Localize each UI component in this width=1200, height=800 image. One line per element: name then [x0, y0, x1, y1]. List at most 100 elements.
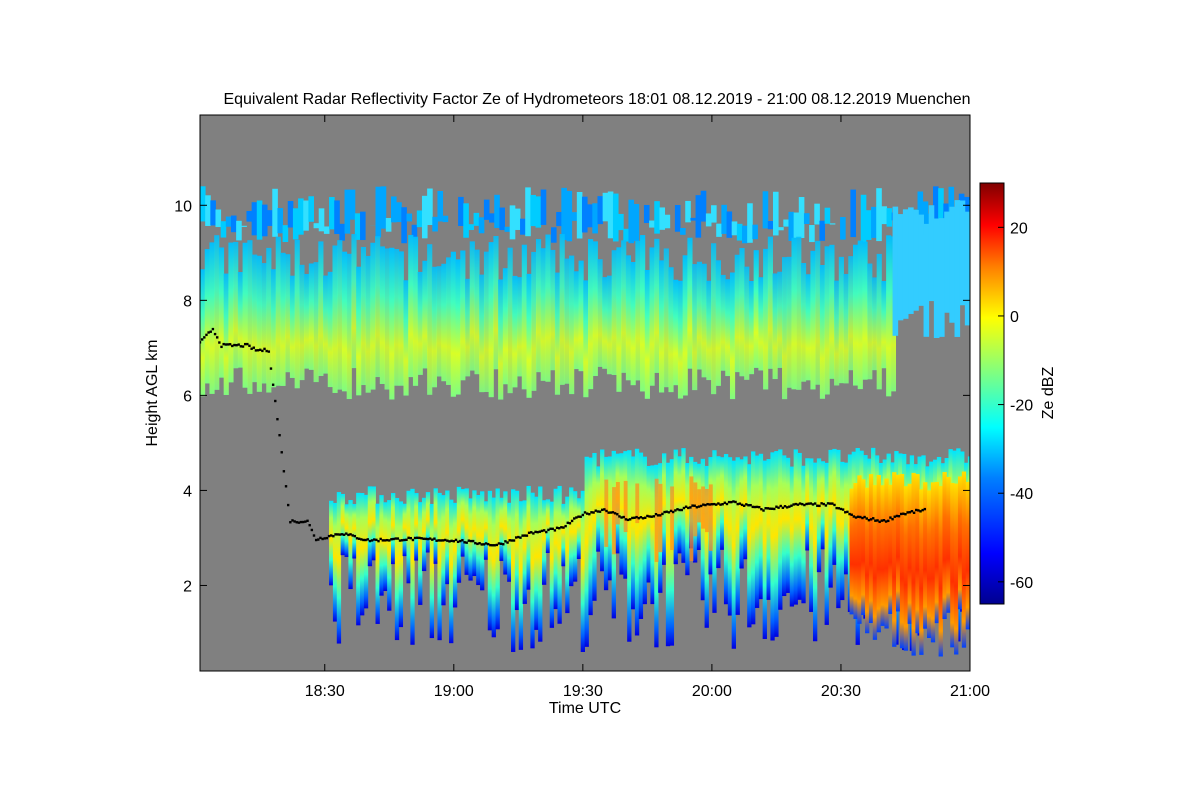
melting-layer-point — [766, 507, 770, 510]
melting-layer-point — [366, 538, 369, 541]
precip-streak — [472, 490, 477, 577]
melting-layer-point — [252, 346, 255, 349]
melting-layer-point — [824, 504, 828, 507]
melting-layer-point — [233, 343, 236, 347]
ice-fallstreak — [483, 251, 490, 393]
precip-streak — [549, 501, 555, 628]
melting-layer-point — [684, 505, 688, 508]
precip-streak — [565, 496, 570, 614]
reflectivity-field — [200, 186, 970, 657]
melting-layer-point — [783, 505, 787, 508]
melting-layer-point — [355, 537, 359, 540]
ice-fallstreak — [228, 242, 234, 383]
melting-layer-point — [510, 539, 514, 542]
melting-layer-point — [271, 383, 275, 386]
melting-layer-point — [265, 349, 268, 353]
ice-fallstreak — [886, 235, 892, 397]
melting-layer-point — [878, 520, 881, 524]
ice-fallstreak — [545, 234, 551, 382]
melting-layer-point — [758, 505, 761, 509]
melting-layer-point — [293, 520, 296, 523]
melting-layer-point — [286, 503, 290, 507]
melting-layer-point — [530, 531, 533, 534]
ice-fallstreak — [616, 247, 622, 392]
melting-layer-point — [390, 538, 393, 541]
melting-layer-point — [719, 503, 722, 506]
melting-layer-point — [822, 502, 825, 506]
melting-layer-point — [908, 511, 911, 514]
ice-fallstreak — [673, 279, 679, 386]
cirrus-streak — [277, 208, 284, 234]
melting-layer-point — [407, 536, 410, 540]
melting-layer-point — [312, 534, 316, 537]
ice-fallstreak — [540, 248, 546, 381]
cirrus-streak — [463, 203, 469, 238]
melting-layer-point — [792, 503, 795, 506]
x-tick-label: 18:30 — [305, 683, 345, 700]
ice-fallstreak — [573, 271, 579, 370]
precip-streak — [576, 498, 582, 559]
cirrus-streak — [427, 188, 433, 226]
intense-core-streak — [880, 485, 885, 626]
cirrus-streak — [458, 196, 464, 227]
cirrus-streak — [520, 218, 526, 235]
cirrus-streak — [793, 212, 800, 238]
precip-streak — [476, 494, 481, 586]
melting-layer-point — [785, 506, 789, 509]
melting-layer-point — [549, 527, 552, 530]
precip-streak — [685, 463, 690, 576]
melting-layer-point — [689, 506, 692, 509]
precip-streak — [371, 486, 376, 561]
melting-layer-point — [222, 342, 225, 346]
x-tick-label: 20:00 — [692, 683, 732, 700]
precip-streak — [437, 492, 442, 641]
ice-fallstreak — [370, 242, 376, 390]
melting-layer-point — [226, 343, 230, 346]
melting-layer-point — [607, 511, 610, 514]
cirrus-streak — [865, 210, 872, 240]
melting-layer-point — [347, 533, 350, 537]
melting-layer-point — [895, 514, 899, 518]
melting-layer-point — [213, 332, 217, 336]
melting-layer-point — [846, 510, 849, 514]
melting-layer-point — [553, 529, 557, 532]
ice-fallstreak — [592, 241, 598, 377]
ice-fallstreak — [635, 240, 641, 381]
cirrus-streak — [256, 200, 263, 240]
intense-core-streak — [934, 481, 940, 624]
intense-core-streak — [884, 478, 889, 629]
ice-fallstreak — [294, 239, 300, 389]
melting-layer-point — [699, 504, 703, 508]
melting-layer-point — [715, 503, 718, 506]
ice-fallstreak — [729, 272, 736, 400]
melting-layer-point — [332, 534, 335, 538]
cirrus-streak — [938, 188, 944, 226]
intense-core-streak — [923, 482, 928, 629]
ice-fallstreak — [744, 266, 750, 380]
precip-streak — [363, 494, 369, 609]
intense-core-streak — [865, 487, 870, 634]
melting-layer-point — [428, 537, 432, 540]
precip-streak — [809, 458, 814, 612]
cirrus-streak — [411, 224, 418, 239]
melting-layer-point — [297, 521, 301, 524]
melting-layer-point — [646, 514, 649, 518]
melting-layer-point — [884, 520, 888, 523]
ice-fallstreak — [256, 255, 262, 392]
intense-core-streak — [693, 482, 698, 537]
intense-core-streak — [876, 475, 881, 633]
ice-fallstreak — [285, 254, 291, 373]
melting-layer-point — [706, 502, 709, 506]
melting-layer-point — [850, 513, 853, 516]
melting-layer-point — [768, 507, 772, 510]
x-tick-label: 19:30 — [563, 683, 603, 700]
cirrus-streak — [871, 206, 877, 238]
cirrus-streak — [685, 200, 691, 223]
melting-layer-point — [641, 517, 645, 520]
melting-layer-point — [798, 502, 802, 505]
melting-layer-point — [480, 543, 483, 546]
ice-fallstreak — [720, 274, 726, 371]
ice-fallstreak — [488, 242, 494, 398]
cirrus-streak — [292, 208, 299, 240]
ice-fallstreak — [531, 251, 537, 391]
